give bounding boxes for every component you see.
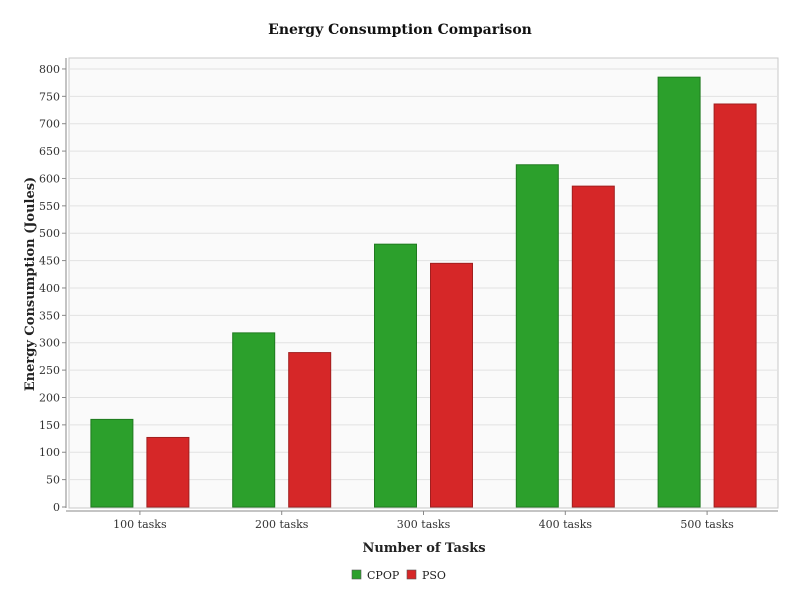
- y-tick-label: 200: [39, 391, 60, 404]
- y-tick-label: 50: [46, 474, 60, 487]
- bar-cpop-3: [515, 164, 559, 508]
- bar-cpop-0: [90, 418, 134, 508]
- x-tick-label: 500 tasks: [680, 518, 734, 531]
- y-tick-label: 800: [39, 63, 60, 76]
- bar-pso-2: [430, 262, 473, 508]
- y-tick-label: 750: [39, 90, 60, 103]
- y-axis-ticks: 0 50 100 150 200 250 300 350 400 450 500 550 600 650 7…: [39, 63, 66, 514]
- bar-pso-3: [571, 185, 615, 508]
- y-tick-label: 0: [53, 501, 60, 514]
- legend-label-cpop: CPOP: [367, 569, 400, 582]
- y-tick-label: 500: [39, 227, 60, 240]
- bar-pso-1: [288, 352, 332, 508]
- x-axis-ticks: 100 tasks 200 tasks 300 tasks 400 tasks 500 …: [113, 511, 734, 531]
- y-tick-label: 300: [39, 337, 60, 350]
- y-tick-label: 700: [39, 118, 60, 131]
- y-tick-label: 100: [39, 446, 60, 459]
- y-tick-label: 250: [39, 364, 60, 377]
- bar-cpop-1: [232, 332, 276, 508]
- y-tick-label: 450: [39, 255, 60, 268]
- legend-swatch-pso: [406, 569, 417, 580]
- x-axis-title: Number of Tasks: [362, 541, 485, 556]
- bar-cpop-2: [374, 243, 417, 508]
- legend-swatch-cpop: [351, 569, 362, 580]
- x-tick-label: 400 tasks: [539, 518, 593, 531]
- y-tick-label: 350: [39, 309, 60, 322]
- chart-title: Energy Consumption Comparison: [268, 22, 532, 38]
- bar-cpop-4: [657, 76, 701, 508]
- bars: [90, 76, 757, 508]
- y-tick-label: 600: [39, 172, 60, 185]
- y-tick-label: 150: [39, 419, 60, 432]
- legend: CPOP PSO: [351, 569, 446, 582]
- x-tick-label: 200 tasks: [255, 518, 309, 531]
- y-tick-label: 400: [39, 282, 60, 295]
- y-axis-title: Energy Consumption (Joules): [23, 177, 38, 391]
- y-tick-label: 650: [39, 145, 60, 158]
- bar-pso-4: [713, 103, 757, 508]
- x-tick-label: 300 tasks: [397, 518, 451, 531]
- y-tick-label: 550: [39, 200, 60, 213]
- x-tick-label: 100 tasks: [113, 518, 167, 531]
- legend-label-pso: PSO: [422, 569, 446, 582]
- bar-pso-0: [146, 436, 190, 508]
